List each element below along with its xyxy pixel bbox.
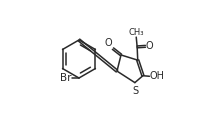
Text: O: O — [104, 38, 112, 48]
Text: OH: OH — [150, 71, 165, 81]
Text: CH₃: CH₃ — [129, 27, 144, 37]
Text: O: O — [146, 41, 154, 51]
Text: S: S — [133, 86, 139, 96]
Text: Br: Br — [60, 73, 72, 83]
